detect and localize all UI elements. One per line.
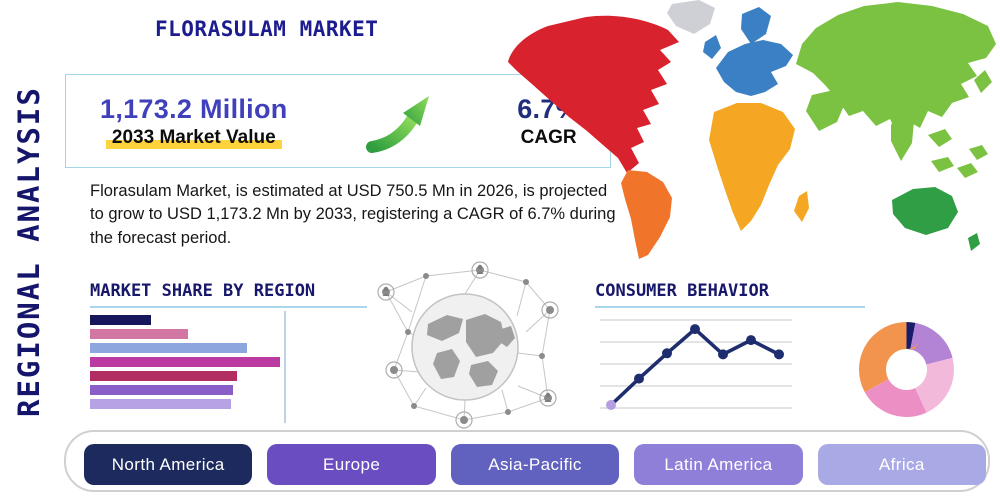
arrow-head	[403, 96, 430, 126]
region-button-latin-america[interactable]: Latin America	[634, 444, 803, 485]
region-button-europe[interactable]: Europe	[267, 444, 436, 485]
market-share-bar-2	[90, 329, 188, 339]
market-share-bar-chart	[90, 315, 286, 409]
region-scandinavia	[741, 7, 771, 44]
region-southeast-asia-1	[928, 129, 952, 147]
arrow-tail	[366, 112, 420, 153]
market-share-bar-1	[90, 315, 151, 325]
network-nodes	[382, 266, 554, 424]
cagr-label: CAGR	[520, 126, 577, 148]
region-uk	[703, 35, 721, 59]
market-share-bar-7	[90, 399, 232, 409]
region-new-zealand	[968, 233, 980, 251]
market-value-label: 2033 Market Value	[105, 126, 282, 149]
region-india	[891, 117, 914, 161]
market-share-bar-6	[90, 385, 234, 395]
data-point-1	[606, 400, 616, 410]
market-description: Florasulam Market, is estimated at USD 7…	[90, 182, 616, 247]
continent-asia	[796, 2, 996, 136]
market-value: 1,173.2 Million	[100, 93, 288, 124]
donut-segment-pink	[859, 322, 954, 417]
region-southeast-asia-4	[969, 145, 988, 160]
market-value-block: 1,173.2 Million 2033 Market Value	[100, 94, 288, 149]
region-japan	[974, 70, 992, 93]
data-point-6	[746, 335, 756, 346]
growth-arrow-icon	[363, 89, 438, 156]
region-southeast-asia-3	[957, 163, 978, 178]
world-map-svg	[508, 0, 996, 259]
data-point-4	[690, 324, 700, 335]
continent-europe	[716, 40, 793, 96]
continent-north-america	[508, 15, 679, 174]
region-button-asia-pacific[interactable]: Asia-Pacific	[450, 444, 620, 485]
continent-africa	[709, 103, 795, 231]
continent-south-america	[621, 170, 672, 259]
data-point-3	[662, 348, 672, 359]
globe-continents	[427, 314, 515, 387]
person-icon	[382, 264, 552, 402]
consumer-behavior-underline	[595, 306, 865, 308]
market-share-underline	[90, 306, 367, 308]
donut-segment-light-pink	[859, 322, 954, 417]
globe-network-svg	[377, 261, 559, 429]
region-greenland	[667, 0, 715, 34]
market-share-bar-5	[90, 371, 237, 381]
region-madagascar	[794, 191, 809, 222]
market-share-bar-3	[90, 343, 247, 353]
region-southeast-asia-2	[931, 157, 954, 172]
market-share-bar-4	[90, 357, 281, 367]
globe-circle	[411, 293, 519, 401]
market-share-heading: MARKET SHARE BY REGION	[90, 281, 316, 301]
data-point-7	[774, 349, 784, 360]
data-point-5	[718, 349, 728, 360]
bar-chart-axis-line	[284, 311, 286, 423]
market-donut-chart	[859, 322, 954, 417]
globe-network-illustration	[368, 260, 564, 432]
bottom-frame	[64, 430, 990, 492]
region-button-africa[interactable]: Africa	[817, 444, 987, 485]
region-button-north-america[interactable]: North America	[84, 444, 253, 485]
continent-australia	[892, 187, 958, 235]
growth-arrow-svg	[363, 90, 435, 156]
vertical-title: REGIONAL ANALYSIS	[12, 86, 46, 418]
network-node-rings	[377, 261, 559, 429]
stat-box: 1,173.2 Million 2033 Market Value 6.7% C…	[65, 74, 611, 168]
region-arabia	[806, 90, 845, 131]
world-map	[500, 0, 1000, 265]
consumer-behavior-heading: CONSUMER BEHAVIOR	[595, 281, 769, 301]
donut-segment-orange	[859, 322, 954, 417]
data-point-2	[634, 373, 644, 384]
page-title: FLORASULAM MARKET	[155, 17, 379, 41]
consumer-behavior-line-chart	[600, 319, 792, 410]
region-buttons: North America Europe Asia-Pacific Latin Ame…	[84, 444, 987, 485]
